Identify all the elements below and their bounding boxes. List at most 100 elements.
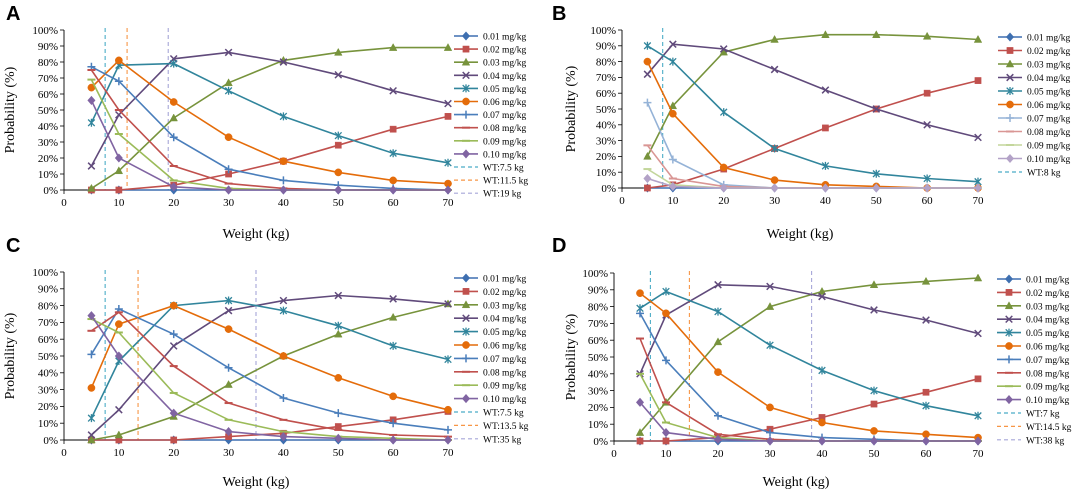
panel-d-data-point: [662, 356, 670, 365]
panel-b-data-point: [973, 34, 983, 43]
panel-a-ytick-label: 100%: [32, 25, 58, 37]
panel-c-series-line-2: [91, 303, 449, 441]
panel-a-series-line-3: [90, 51, 449, 167]
panel-b-ytick-label: 10%: [596, 167, 616, 179]
panel-d-data-point: [922, 401, 930, 410]
panel-d-series-5: [636, 289, 982, 442]
panel-c-data-point: [169, 342, 178, 350]
panel-c-legend-marker: [462, 394, 470, 404]
panel-a-data-point: [388, 43, 398, 51]
panel-a-legend-marker: [462, 97, 470, 106]
panel-c-x-axis-title: Weight (kg): [223, 475, 290, 490]
panel-b-data-point: [923, 89, 931, 97]
panel-b-data-point: [643, 57, 652, 66]
panel-d-ytick-label: 10%: [588, 419, 608, 431]
panel-c-legend-label: 0.10 mg/kg: [483, 395, 527, 405]
panel-b-data-point: [923, 174, 931, 183]
panel-c-series-9: [87, 311, 452, 445]
panel-d-ytick-label: 30%: [588, 385, 608, 397]
panel-b-data-point: [644, 184, 651, 192]
panel-c-xtick-label: 70: [443, 447, 455, 459]
panel-a-series-line-5: [90, 59, 449, 185]
panel-a-data-point: [169, 59, 178, 68]
panel-b-data-point: [821, 183, 830, 193]
panel-b-data-point: [719, 108, 728, 117]
panel-c-data-point: [334, 321, 343, 330]
panel-d-series-line-6: [639, 312, 978, 442]
panel-a-data-point: [389, 149, 397, 158]
panel-c-ytick-label: 40%: [38, 368, 58, 380]
panel-a-data-point: [169, 182, 178, 192]
panel-d-xtick-label: 20: [713, 448, 725, 460]
panel-c-data-point: [389, 341, 397, 350]
panel-b-data-point: [643, 173, 652, 184]
panel-d-legend-marker: [1005, 328, 1013, 337]
panel-b-data-point: [974, 133, 982, 142]
panel-a-data-point: [115, 186, 123, 194]
panel-c-legend-label: 0.09 mg/kg: [483, 382, 527, 392]
panel-a-data-point: [334, 141, 342, 149]
panel-a-data-point: [224, 86, 233, 95]
panel-a-data-point: [169, 98, 178, 106]
panel-b: B 0% 10% 20% 30% 40% 50% 60% 70% 80% 90% 100% 0 10 20 3…: [552, 3, 1071, 242]
panel-c-legend-label: WT:35 kg: [483, 435, 522, 445]
panel-a-data-point: [169, 133, 178, 142]
panel-a-y-axis-title: Probability (%): [3, 66, 18, 153]
panel-d-legend-label: 0.01 mg/kg: [1026, 276, 1070, 286]
panel-d-series-line-1: [640, 378, 979, 442]
panel-d-legend-label: 0.08 mg/kg: [1026, 369, 1070, 379]
panel-b-data-point: [719, 45, 728, 53]
panel-a-data-point: [334, 70, 343, 79]
panel-c-data-point: [224, 427, 233, 437]
panel-d-legend-label: 0.03 mg/kg: [1026, 302, 1070, 312]
panel-c-data-point: [279, 296, 288, 305]
panel-b-data-point: [770, 34, 779, 43]
panel-d-data-point: [765, 302, 775, 310]
panel-d-legend-label: WT:14.5 kg: [1026, 423, 1072, 433]
panel-d-data-point: [713, 337, 723, 346]
panel-a-legend-label: 0.06 mg/kg: [483, 98, 527, 108]
panel-a-series-line-9: [90, 100, 448, 191]
panel-c-data-point: [224, 296, 233, 305]
panel-b-data-point: [669, 40, 677, 49]
panel-b-data-point: [770, 183, 779, 193]
panel-b-series-line-2: [646, 33, 979, 157]
panel-d-data-point: [974, 375, 982, 383]
panel-d-ytick-label: 40%: [588, 369, 608, 381]
panel-a-data-point: [444, 99, 452, 108]
panel-b-ytick-label: 0%: [601, 183, 616, 195]
panel-c-legend-label: WT:13.5 kg: [483, 422, 529, 432]
panel-d-series-line-5: [639, 292, 979, 439]
panel-b-legend-marker: [1006, 47, 1014, 54]
panel-d-xtick-label: 50: [869, 448, 881, 460]
panel-c-legend-marker: [461, 300, 471, 309]
panel-a-data-point: [224, 185, 233, 195]
panel-a-data-point: [87, 162, 96, 170]
panel-b-data-point: [668, 155, 677, 164]
panel-a-data-point: [279, 112, 288, 121]
panel-d-x-axis-title: Weight (kg): [763, 475, 830, 490]
panel-a-xtick-label: 50: [333, 197, 345, 209]
panel-a-xtick-label: 30: [223, 197, 235, 209]
panel-c-legend-label: WT:7.5 kg: [483, 409, 524, 419]
panel-a-xtick-label: 0: [61, 197, 67, 209]
panel-d-data-point: [922, 436, 930, 446]
panel-a-data-point: [114, 77, 123, 86]
panel-d-data-point: [870, 427, 878, 435]
panel-b-series-3: [643, 40, 982, 142]
panel-a-data-point: [87, 118, 96, 127]
panel-d-ytick-label: 90%: [588, 285, 608, 297]
panel-d-legend-label: 0.09 mg/kg: [1026, 383, 1070, 393]
panel-a-xtick-label: 10: [113, 197, 125, 209]
panel-a-legend-marker: [462, 45, 470, 53]
panel-c-data-point: [444, 405, 452, 414]
panel-d-xtick-label: 0: [611, 448, 617, 460]
panel-b-xtick-label: 30: [769, 195, 781, 207]
panel-c-legend-marker: [462, 314, 470, 323]
panel-d-ytick-label: 20%: [588, 402, 608, 414]
panel-d-legend-label: 0.04 mg/kg: [1026, 316, 1070, 326]
panel-c-data-point: [224, 325, 233, 333]
panel-d-data-point: [870, 306, 878, 314]
panel-c-ytick-label: 70%: [38, 317, 58, 329]
panel-c-legend-marker: [462, 273, 470, 283]
